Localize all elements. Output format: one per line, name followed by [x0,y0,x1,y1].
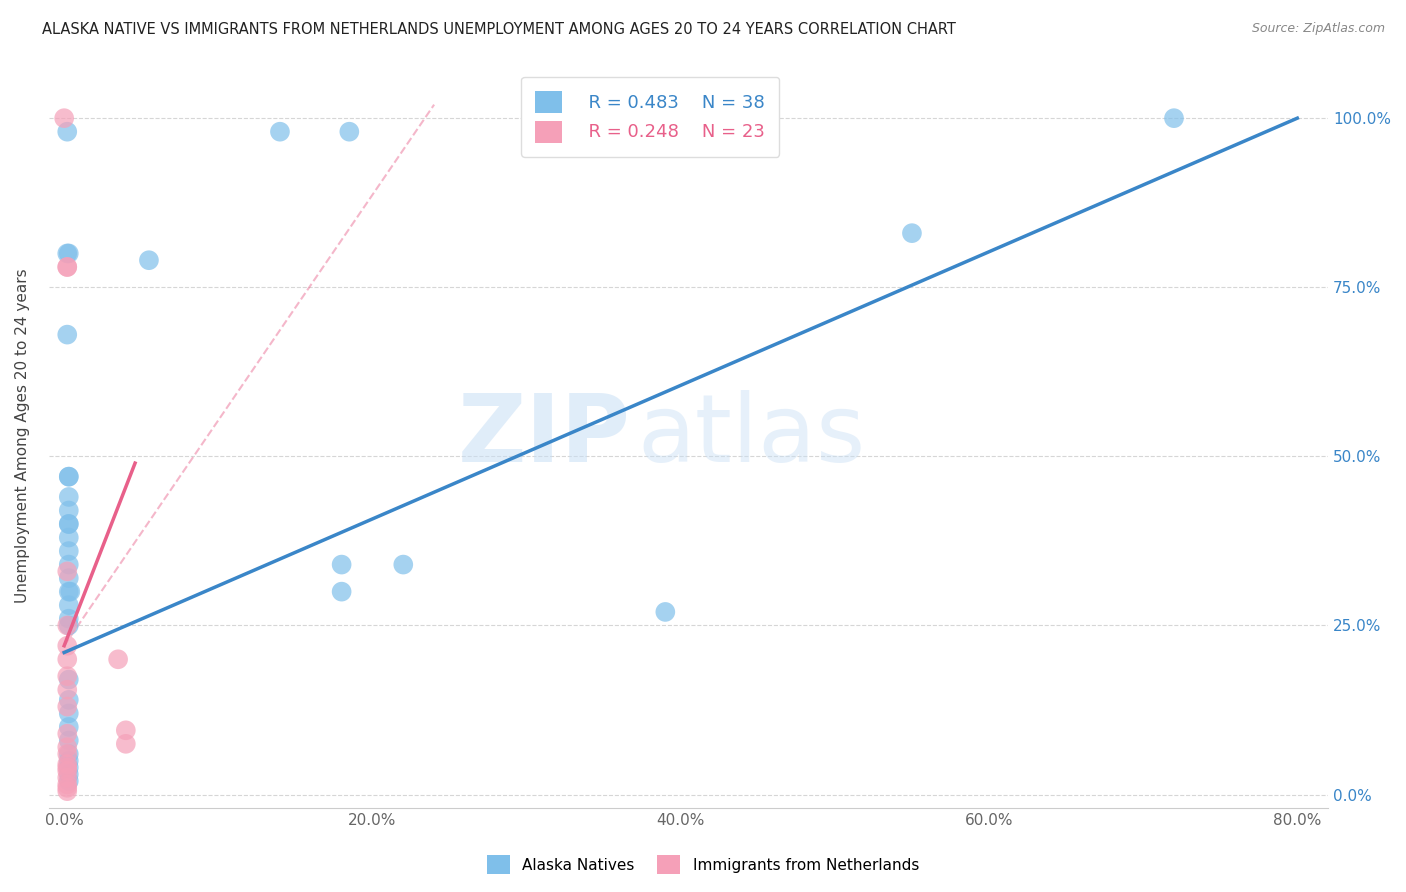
Point [58,760,80,774]
Point [56,260,79,274]
Legend:   R = 0.483    N = 38,   R = 0.248    N = 23: R = 0.483 N = 38, R = 0.248 N = 23 [520,77,779,157]
Point [58,469,80,483]
Point [330,558,353,572]
Point [56,565,79,579]
Point [56,760,79,774]
Point [56,260,79,274]
Point [58,503,80,517]
Point [56,618,79,632]
Text: atlas: atlas [637,390,866,482]
Point [138,253,160,268]
Point [56,784,79,798]
Point [58,693,80,707]
Point [58,516,80,531]
Point [56,777,79,791]
Point [654,605,676,619]
Point [58,720,80,734]
Point [337,125,360,139]
Point [56,699,79,714]
Point [56,327,79,342]
Point [58,598,80,612]
Point [58,558,80,572]
Point [58,571,80,585]
Point [330,584,353,599]
Point [53,111,76,125]
Point [58,754,80,768]
Point [58,673,80,687]
Point [59,584,82,599]
Point [58,618,80,632]
Point [56,639,79,653]
Point [56,682,79,697]
Point [901,226,924,240]
Point [56,740,79,755]
Point [56,757,79,772]
Point [56,669,79,683]
Point [58,767,80,781]
Point [114,723,136,738]
Point [392,558,415,572]
Text: Source: ZipAtlas.com: Source: ZipAtlas.com [1251,22,1385,36]
Point [58,516,80,531]
Point [56,771,79,785]
Y-axis label: Unemployment Among Ages 20 to 24 years: Unemployment Among Ages 20 to 24 years [15,268,30,603]
Point [56,764,79,778]
Point [58,612,80,626]
Point [56,727,79,741]
Text: ZIP: ZIP [458,390,631,482]
Point [58,774,80,789]
Point [1163,111,1185,125]
Point [56,652,79,666]
Point [56,780,79,795]
Text: ALASKA NATIVE VS IMMIGRANTS FROM NETHERLANDS UNEMPLOYMENT AMONG AGES 20 TO 24 YE: ALASKA NATIVE VS IMMIGRANTS FROM NETHERL… [42,22,956,37]
Point [269,125,291,139]
Point [56,747,79,761]
Point [58,544,80,558]
Point [58,490,80,504]
Point [58,747,80,761]
Point [58,246,80,260]
Point [107,652,129,666]
Point [56,125,79,139]
Legend: Alaska Natives, Immigrants from Netherlands: Alaska Natives, Immigrants from Netherla… [481,849,925,880]
Point [58,469,80,483]
Point [56,246,79,260]
Point [58,706,80,721]
Point [58,584,80,599]
Point [58,733,80,747]
Point [114,737,136,751]
Point [58,531,80,545]
